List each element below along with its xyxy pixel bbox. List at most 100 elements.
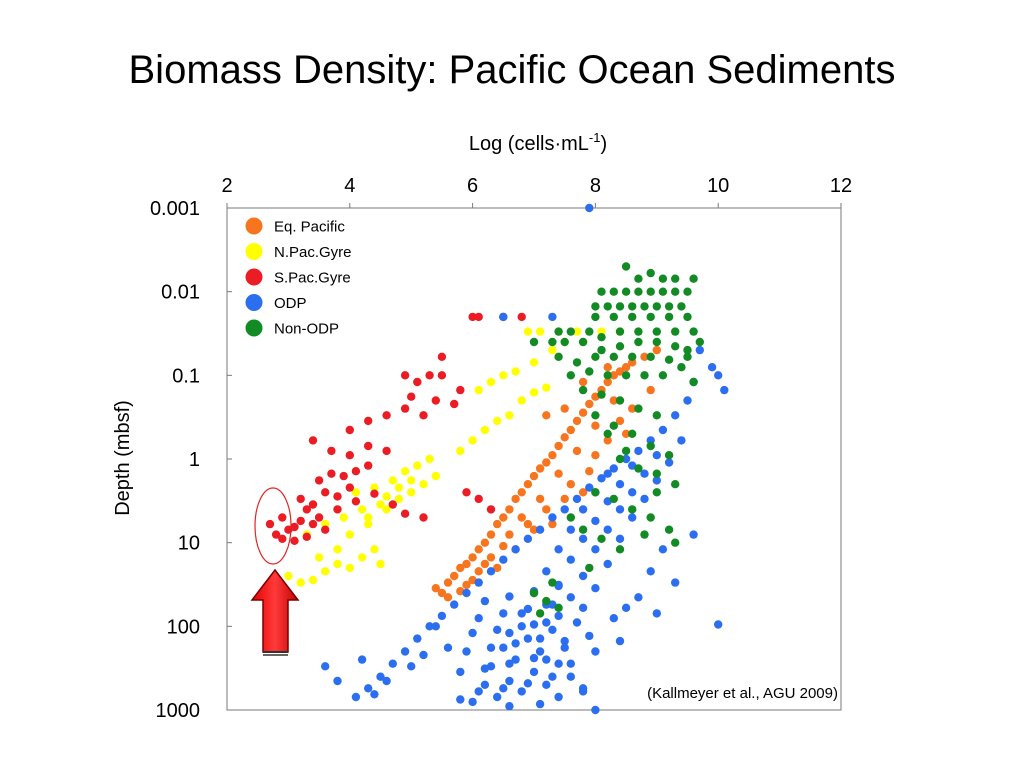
data-point [621, 287, 631, 296]
data-point [621, 363, 631, 372]
series-odp [321, 203, 729, 715]
data-point [603, 363, 612, 372]
data-point [339, 471, 348, 481]
data-point [548, 451, 557, 460]
data-point [523, 604, 533, 614]
data-point [548, 337, 557, 347]
data-point [597, 345, 606, 355]
data-point [548, 600, 557, 609]
data-point [572, 416, 582, 426]
data-point [652, 488, 661, 497]
data-point [646, 312, 655, 322]
data-point [683, 345, 692, 355]
data-point [652, 327, 661, 336]
data-point [535, 525, 545, 534]
data-point [357, 553, 367, 562]
x-tick-label: 8 [590, 175, 601, 197]
data-point [499, 684, 508, 693]
data-point [554, 581, 563, 591]
data-point [290, 536, 299, 545]
data-point [431, 396, 440, 405]
data-point [566, 327, 575, 336]
data-point [597, 287, 606, 296]
series-s-pac-gyre [265, 312, 526, 545]
data-point [333, 505, 342, 514]
data-point [517, 396, 526, 405]
data-point [321, 525, 330, 534]
data-point [621, 603, 631, 612]
data-point [400, 647, 410, 656]
legend-item: ODP [245, 294, 307, 312]
data-point [370, 489, 379, 498]
data-point [308, 575, 318, 585]
data-point [345, 563, 354, 573]
data-point [689, 327, 698, 336]
data-point [450, 571, 459, 581]
data-point [554, 352, 563, 361]
data-point [357, 655, 367, 664]
data-point [683, 312, 692, 322]
data-point [609, 371, 618, 380]
x-tick-label: 12 [830, 175, 852, 197]
legend-item: Non-ODP [245, 319, 339, 338]
data-point [480, 538, 490, 547]
data-point [572, 494, 582, 504]
legend-marker [245, 294, 263, 311]
data-point [591, 545, 600, 554]
legend-item: Eq. Pacific [245, 217, 345, 236]
axes-layer: 2 4 6 8 10 12 0.001 0.01 0.1 1 10 100 1000 [150, 175, 852, 722]
data-point [364, 416, 373, 426]
data-point [535, 647, 545, 656]
data-point [615, 505, 625, 514]
y-tick-label: 1000 [156, 700, 201, 722]
x-tick-label: 6 [467, 175, 478, 197]
data-point [615, 416, 625, 426]
data-point [364, 684, 373, 693]
data-point [615, 545, 625, 554]
data-point [603, 377, 612, 387]
data-point [664, 312, 674, 322]
data-point [634, 337, 643, 347]
data-point [628, 429, 637, 438]
y-tick-label: 0.001 [150, 198, 200, 220]
data-point [499, 371, 508, 380]
data-point [597, 474, 606, 483]
data-point [437, 371, 447, 380]
legend-label: N.Pac.Gyre [274, 244, 352, 261]
data-point [621, 454, 631, 464]
data-point [566, 513, 575, 522]
data-point [419, 650, 428, 660]
data-point [535, 634, 545, 643]
data-point [290, 522, 299, 532]
data-point [321, 567, 330, 576]
legend-label: Non-ODP [274, 321, 339, 338]
data-point [351, 497, 361, 506]
data-point [486, 553, 496, 562]
data-point [591, 647, 600, 656]
data-point [671, 287, 680, 296]
data-point [523, 634, 533, 643]
data-point [450, 600, 459, 609]
data-point [664, 458, 674, 467]
legend-label: S.Pac.Gyre [274, 270, 351, 287]
data-point [505, 702, 514, 711]
data-point [529, 337, 539, 347]
data-point [437, 352, 447, 361]
data-point [431, 622, 440, 631]
data-point [603, 302, 612, 311]
data-point [271, 530, 281, 539]
data-point [535, 699, 545, 709]
data-point [523, 480, 533, 489]
data-point [400, 467, 410, 476]
data-point [609, 312, 618, 322]
data-point [585, 367, 594, 376]
data-point [493, 563, 502, 573]
legend-marker [245, 268, 263, 286]
data-point [511, 655, 520, 664]
data-point [671, 342, 680, 351]
data-point [609, 464, 618, 473]
data-point [652, 476, 661, 485]
data-point [333, 545, 342, 554]
data-point [634, 327, 643, 336]
data-point [517, 312, 526, 322]
